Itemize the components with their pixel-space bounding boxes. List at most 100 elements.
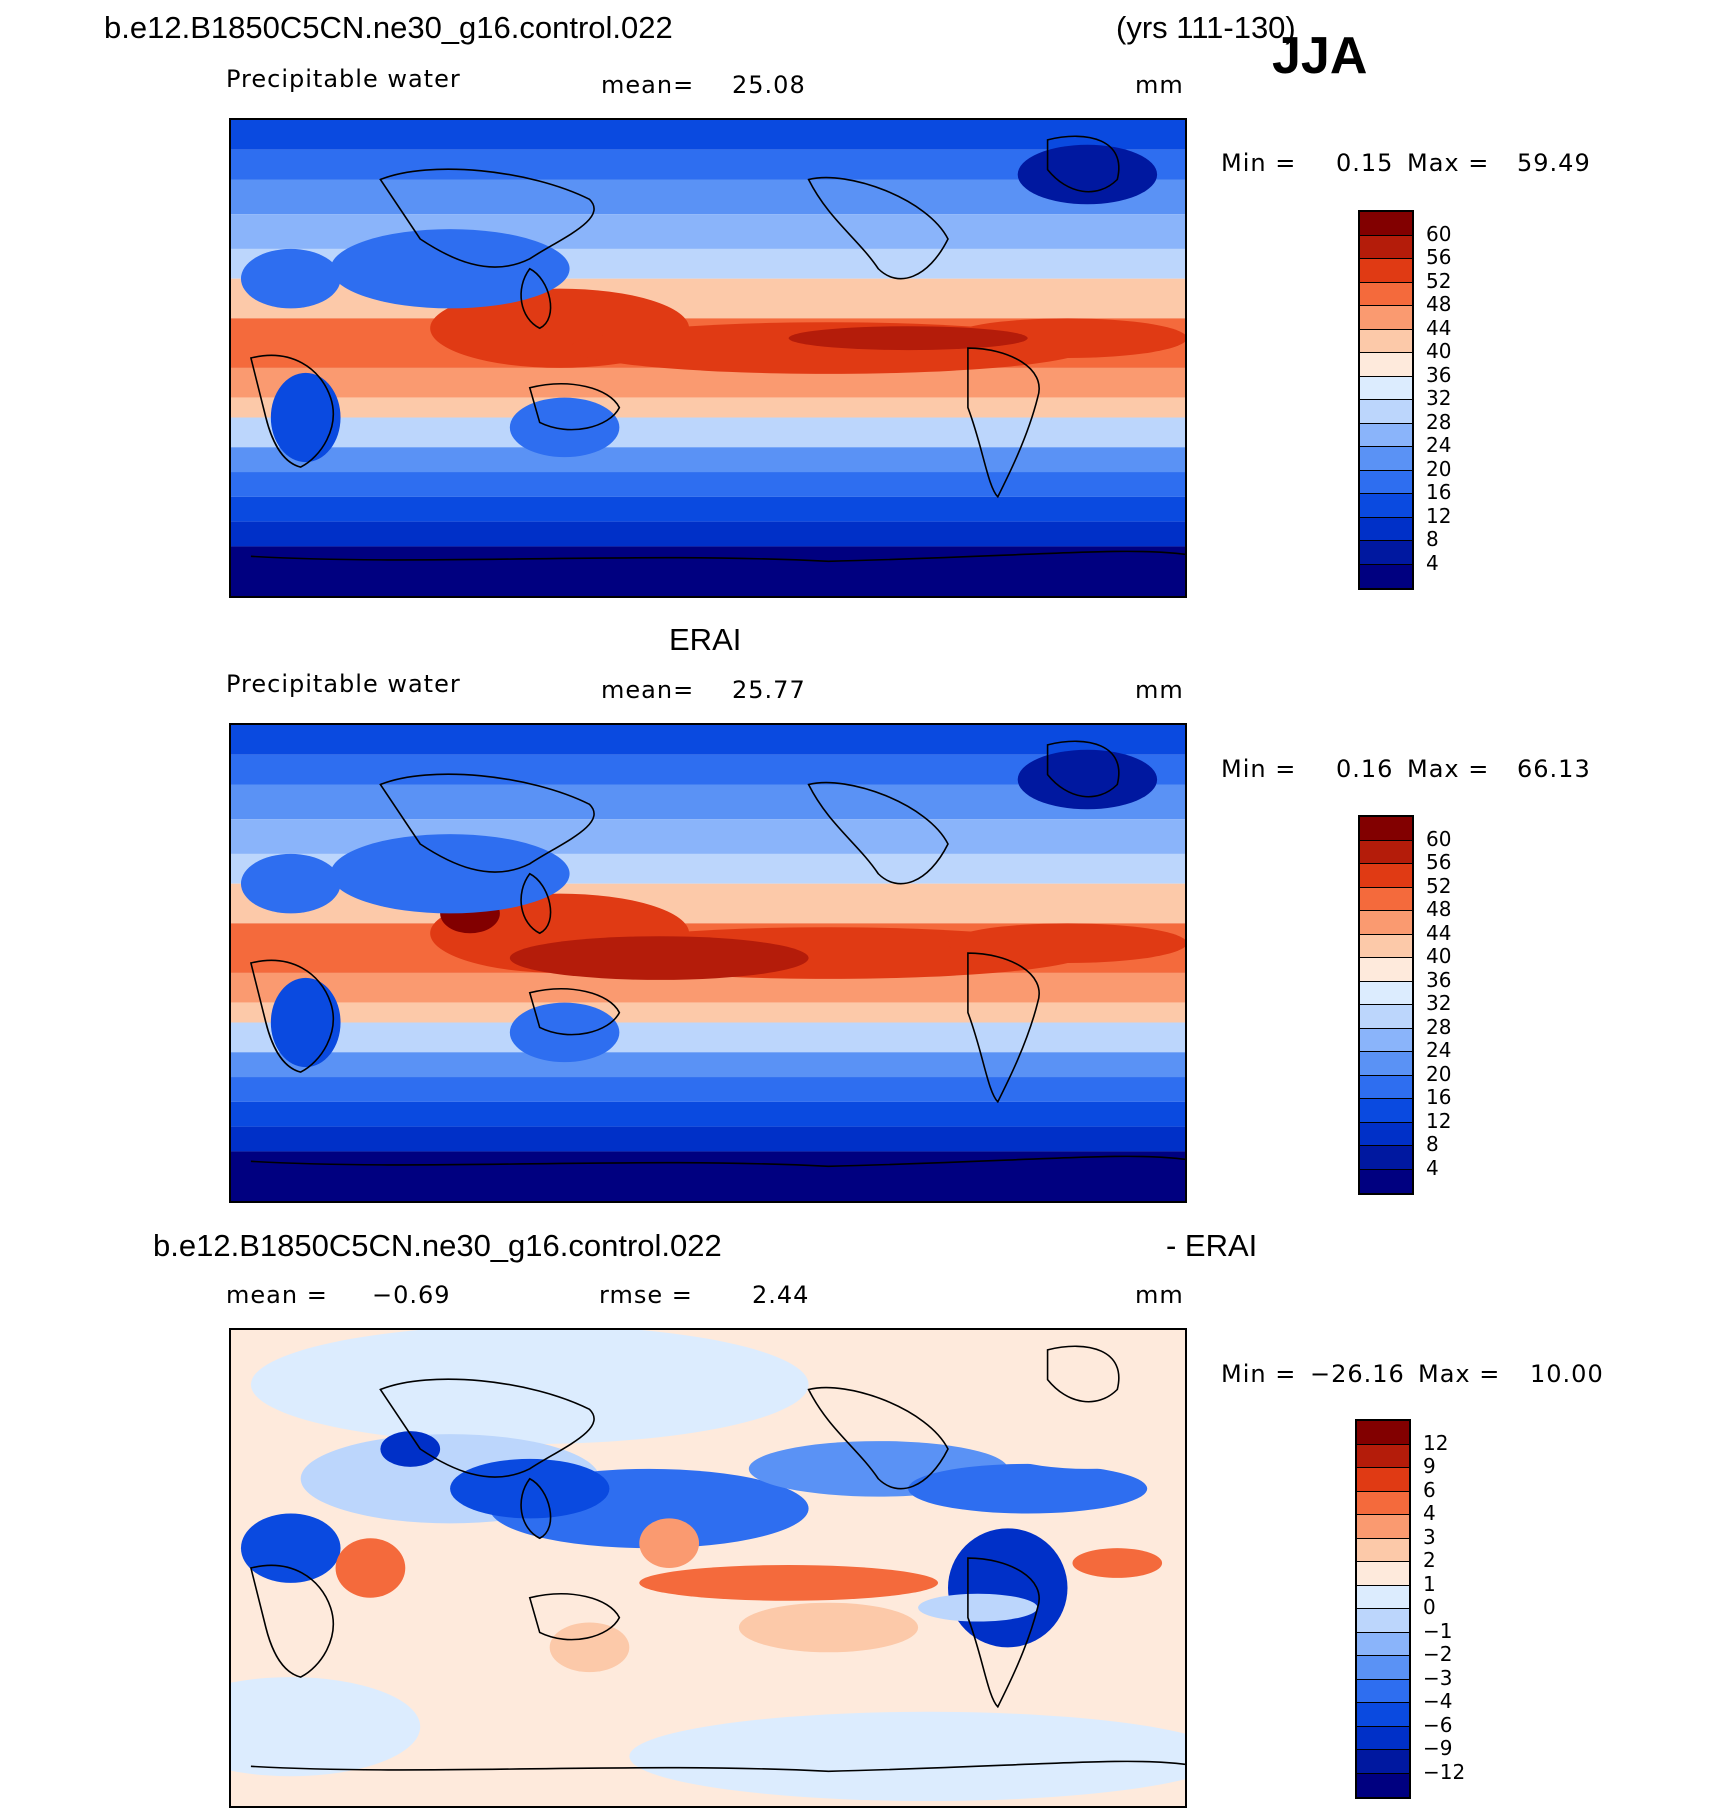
coastline	[1046, 135, 1120, 193]
mean-label: mean=	[601, 676, 695, 704]
colorbar-cell	[1360, 840, 1412, 864]
colorbar-cell	[1360, 1146, 1412, 1170]
variable-label: Precipitable water	[226, 670, 461, 698]
rmse-label: rmse =	[599, 1281, 693, 1309]
coastline	[250, 1760, 1185, 1773]
colorbar-tick-label: 4	[1423, 1501, 1436, 1525]
colorbar-cell	[1360, 1028, 1412, 1052]
coastline	[250, 550, 1185, 563]
colorbar-tick-label: 4	[1426, 550, 1439, 575]
colorbar-tick-label: −2	[1423, 1642, 1453, 1666]
colorbar-tick-label: 36	[1426, 967, 1452, 992]
anomaly-region	[335, 1538, 406, 1598]
colorbar-tick-label: −3	[1423, 1665, 1453, 1690]
colorbar-cell	[1360, 817, 1412, 841]
field-plot	[231, 725, 1185, 1201]
mean-label: mean =	[226, 1281, 328, 1309]
colorbar-cell	[1360, 541, 1412, 565]
field-band	[231, 1022, 1185, 1053]
colorbar	[1358, 815, 1414, 1195]
field-plot	[231, 120, 1185, 596]
colorbar-cell	[1360, 494, 1412, 518]
colorbar-cell	[1357, 1444, 1409, 1468]
mean-value: 25.77	[732, 676, 806, 704]
coastline	[379, 773, 595, 873]
colorbar-cell	[1357, 1585, 1409, 1609]
colorbar-cell	[1357, 1726, 1409, 1750]
rmse-value: 2.44	[752, 1281, 810, 1309]
dry-region	[240, 853, 341, 914]
colorbar-cell	[1360, 934, 1412, 958]
colorbar-tick-label: 3	[1423, 1524, 1436, 1549]
colorbar-cell	[1360, 1122, 1412, 1146]
coastline	[379, 168, 595, 268]
colorbar-tick-label: 8	[1426, 527, 1439, 551]
colorbar-tick-label: −9	[1423, 1736, 1453, 1760]
field-band	[231, 417, 1185, 448]
colorbar-tick-label: −1	[1423, 1618, 1453, 1643]
colorbar-cell	[1357, 1515, 1409, 1539]
coastline	[807, 1386, 949, 1490]
colorbar-tick-label: 4	[1426, 1155, 1439, 1180]
min-label: Min =	[1221, 755, 1297, 783]
field-band	[231, 447, 1185, 473]
colorbar-tick-label: 56	[1426, 245, 1452, 269]
colorbar-tick-label: 16	[1426, 480, 1452, 504]
min-label: Min =	[1221, 149, 1297, 177]
anomaly-region	[450, 1458, 610, 1519]
colorbar-cell	[1357, 1468, 1409, 1492]
colorbar-tick-label: 6	[1423, 1477, 1436, 1502]
colorbar-tick-label: 12	[1426, 1108, 1452, 1133]
colorbar-cell	[1360, 887, 1412, 911]
colorbar-tick-label: 0	[1423, 1595, 1436, 1619]
max-value: 59.49	[1517, 149, 1591, 177]
colorbar-cell	[1360, 329, 1412, 353]
colorbar-tick-label: 20	[1426, 1061, 1452, 1086]
colorbar-cell	[1357, 1538, 1409, 1562]
colorbar-tick-label: 2	[1423, 1548, 1436, 1572]
coastline	[379, 1378, 595, 1478]
colorbar-cell	[1360, 1005, 1412, 1029]
colorbar-tick-label: −4	[1423, 1689, 1453, 1713]
field-plot	[231, 1330, 1185, 1806]
dry-region	[240, 248, 341, 309]
panel-title: ERAI	[669, 622, 742, 657]
colorbar-tick-label: 28	[1426, 1014, 1452, 1039]
anomaly-region	[738, 1602, 919, 1653]
colorbar-tick-label: 56	[1426, 850, 1452, 874]
colorbar-tick-label: 28	[1426, 409, 1452, 434]
colorbar-cell	[1357, 1421, 1409, 1445]
colorbar-cell	[1360, 981, 1412, 1005]
colorbar-tick-label: 32	[1426, 386, 1452, 410]
colorbar-cell	[1357, 1656, 1409, 1680]
colorbar-tick-label: 24	[1426, 1038, 1452, 1062]
anomaly-region	[918, 1593, 1038, 1622]
map-diff	[229, 1328, 1187, 1808]
greenland	[1017, 144, 1158, 205]
colorbar-cell	[1360, 517, 1412, 541]
colorbar-tick-label: 1	[1423, 1571, 1436, 1596]
field-band	[231, 120, 1185, 150]
coastline	[967, 347, 1040, 499]
max-value: 10.00	[1530, 1360, 1604, 1388]
coastline	[520, 872, 552, 935]
field-band	[231, 367, 1185, 398]
colorbar-tick-label: 44	[1426, 920, 1452, 945]
field-band	[231, 496, 1185, 522]
colorbar-cell	[1357, 1703, 1409, 1727]
panel-title-right: - ERAI	[1166, 1228, 1258, 1263]
max-label: Max =	[1418, 1360, 1501, 1388]
min-label: Min =	[1221, 1360, 1297, 1388]
colorbar-cell	[1360, 1075, 1412, 1099]
min-value: −26.16	[1310, 1360, 1405, 1388]
colorbar-tick-label: −12	[1423, 1759, 1466, 1784]
colorbar	[1355, 1419, 1411, 1799]
colorbar-cell	[1357, 1679, 1409, 1703]
colorbar-tick-label: 12	[1423, 1430, 1449, 1455]
colorbar-cell	[1360, 911, 1412, 935]
anomaly-region	[380, 1431, 441, 1467]
dry-region	[509, 397, 620, 458]
colorbar-tick-label: 60	[1426, 826, 1452, 851]
colorbar-tick-label: 60	[1426, 221, 1452, 246]
case-title: b.e12.B1850C5CN.ne30_g16.control.022	[104, 10, 673, 45]
